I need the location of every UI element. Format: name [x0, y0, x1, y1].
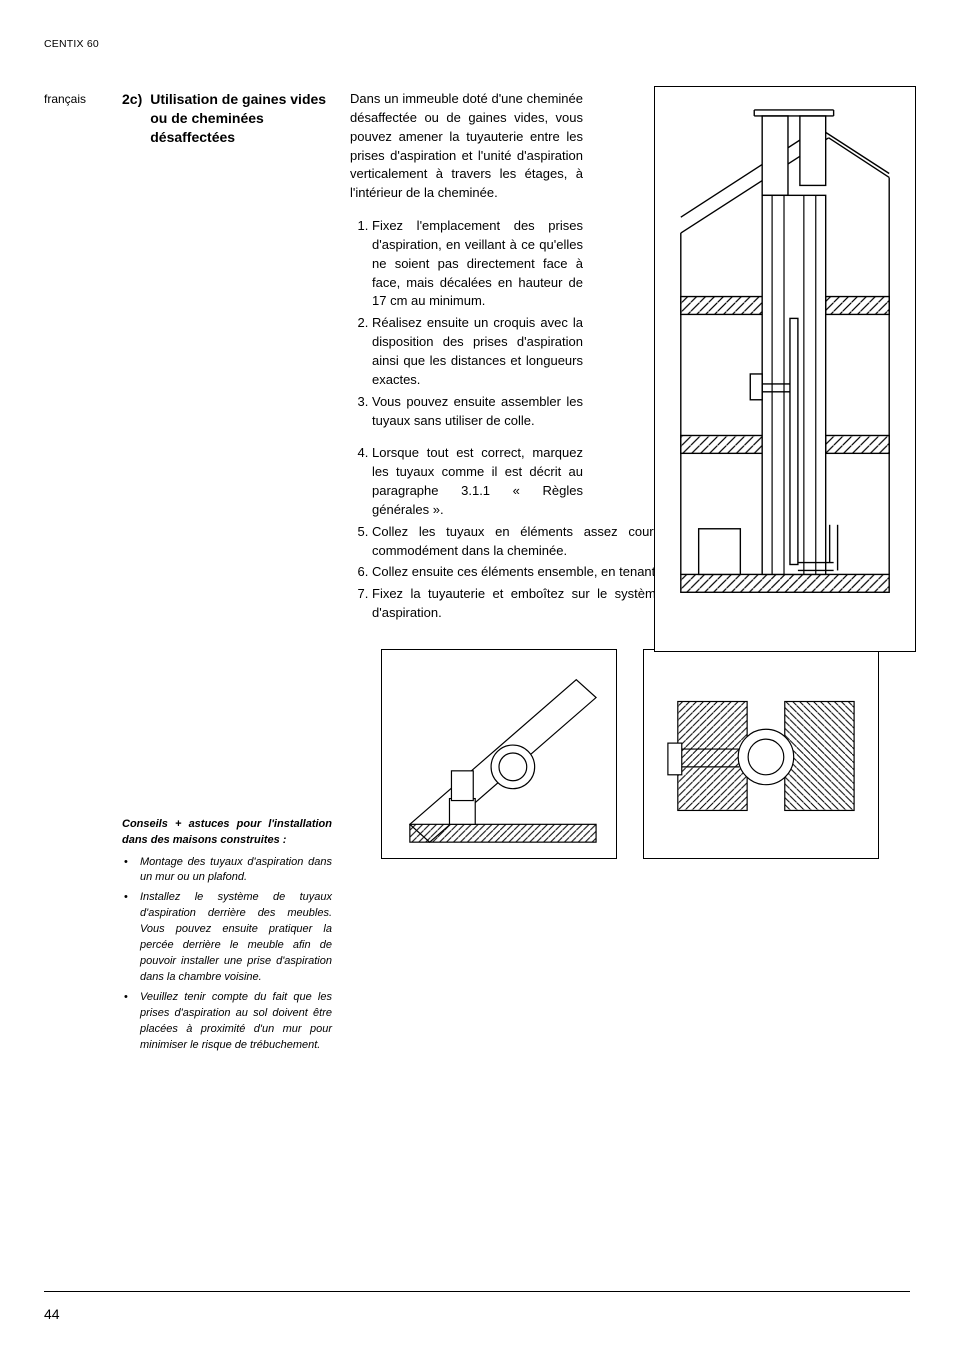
figure-chimney [654, 86, 916, 652]
page-number: 44 [44, 1306, 60, 1322]
steps-list-narrow: Lorsque tout est correct, marquez les tu… [350, 444, 583, 519]
figure-wall-detail-right [643, 649, 879, 859]
running-head: CENTIX 60 [44, 38, 910, 50]
step-item: Réalisez ensuite un croquis avec la disp… [372, 314, 583, 389]
step-item: Vous pouvez ensuite assembler les tuyaux… [372, 393, 583, 431]
tips-item: Installez le système de tuyaux d'aspirat… [122, 890, 332, 986]
tips-block: Conseils + astuces pour l'installation d… [122, 817, 332, 1054]
steps-list-narrow: Fixez l'emplacement des prises d'aspirat… [350, 217, 583, 430]
language-label: français [44, 90, 104, 1058]
figure-wall-detail-left [381, 649, 617, 859]
intro-paragraph: Dans un immeuble doté d'une cheminée dés… [350, 90, 583, 203]
section-number: 2c) [122, 90, 142, 147]
tips-item: Veuillez tenir compte du fait que les pr… [122, 990, 332, 1054]
tips-item: Montage des tuyaux d'aspiration dans un … [122, 855, 332, 887]
step-item: Fixez l'emplacement des prises d'aspirat… [372, 217, 583, 311]
section-heading: 2c) Utilisation de gaines vides ou de ch… [122, 90, 332, 147]
tips-title: Conseils + astuces pour l'installation d… [122, 817, 332, 849]
tips-list: Montage des tuyaux d'aspiration dans un … [122, 855, 332, 1054]
step-item: Lorsque tout est correct, marquez les tu… [372, 444, 583, 519]
footer-rule [44, 1291, 910, 1292]
section-title: Utilisation de gaines vides ou de chemin… [150, 90, 332, 147]
